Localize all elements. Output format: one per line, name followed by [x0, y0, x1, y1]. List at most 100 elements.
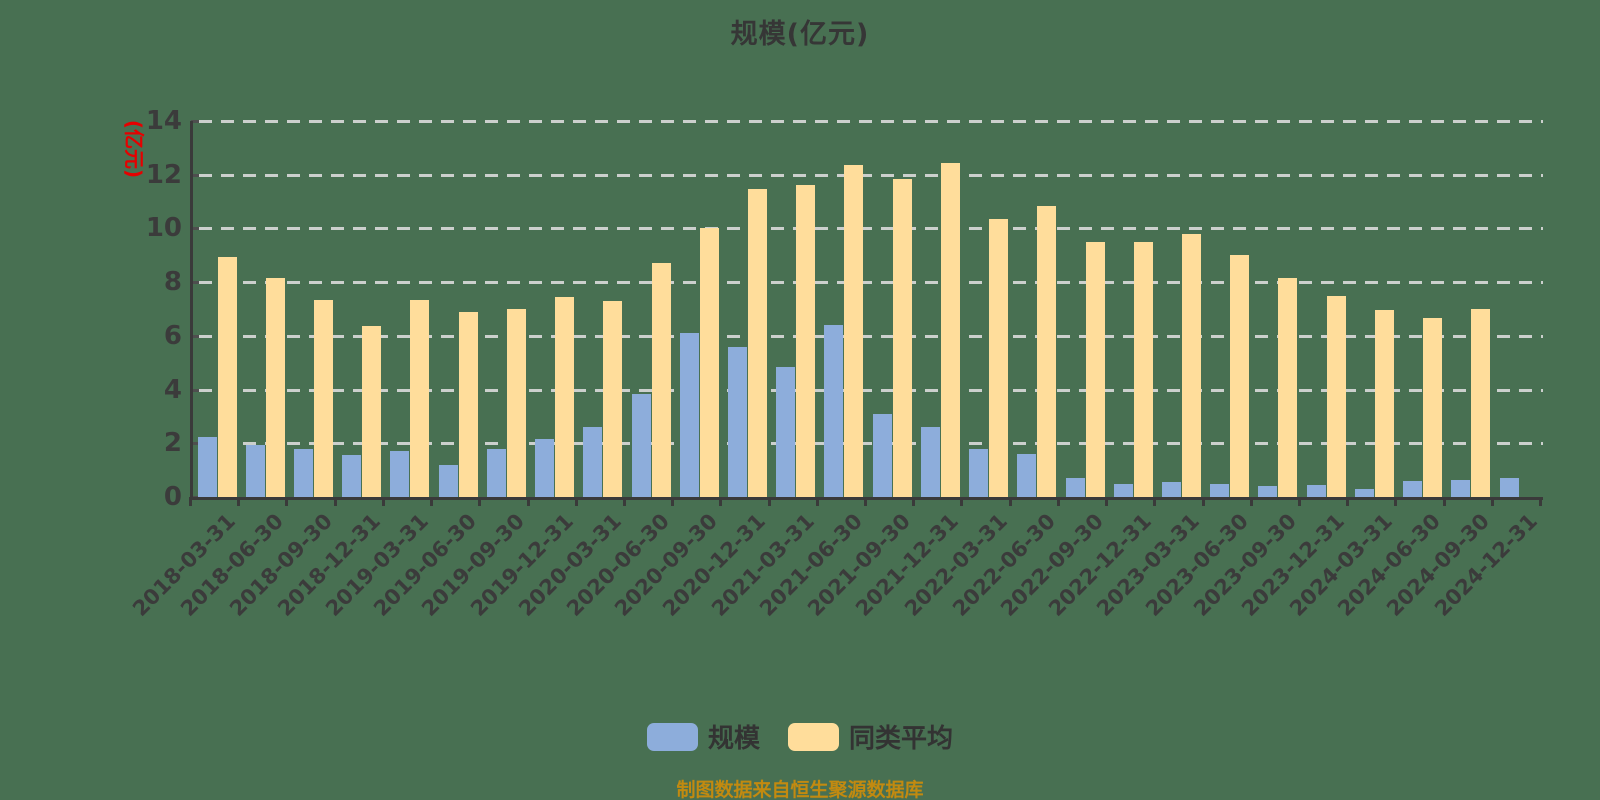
bar-规模-2022-06-30[interactable] [1017, 454, 1037, 497]
bar-同类平均-2021-06-30[interactable] [844, 165, 864, 497]
bar-group-2022-03-31 [965, 121, 1013, 497]
bar-同类平均-2021-12-31[interactable] [940, 163, 960, 497]
x-tick-mark-1 [237, 497, 240, 506]
bar-group-2022-09-30 [1061, 121, 1109, 497]
y-tick-mark-12 [191, 173, 199, 177]
bar-规模-2020-03-31[interactable] [583, 427, 603, 497]
x-tick-mark-19 [1105, 497, 1108, 506]
bar-同类平均-2020-03-31[interactable] [603, 301, 623, 497]
bar-规模-2019-06-30[interactable] [438, 465, 458, 497]
y-tick-label-12: 12 [145, 159, 182, 190]
bar-规模-2023-03-31[interactable] [1161, 482, 1181, 497]
bar-同类平均-2019-03-31[interactable] [410, 300, 430, 497]
bar-同类平均-2019-09-30[interactable] [506, 309, 526, 497]
x-tick-mark-0 [189, 497, 192, 506]
legend-item-scale[interactable]: 规模 [646, 718, 760, 755]
x-tick-mark-24 [1346, 497, 1349, 506]
bar-规模-2021-03-31[interactable] [776, 367, 796, 497]
bar-同类平均-2018-09-30[interactable] [314, 300, 334, 497]
bar-规模-2020-12-31[interactable] [728, 347, 748, 497]
bar-同类平均-2024-03-31[interactable] [1374, 310, 1394, 497]
bar-group-2018-12-31 [338, 121, 386, 497]
bar-同类平均-2019-06-30[interactable] [458, 312, 478, 497]
bar-规模-2023-12-31[interactable] [1306, 485, 1326, 497]
bar-规模-2018-09-30[interactable] [294, 449, 314, 497]
bar-同类平均-2020-12-31[interactable] [748, 189, 768, 497]
bar-group-2019-06-30 [434, 121, 482, 497]
bar-规模-2023-06-30[interactable] [1210, 484, 1230, 497]
x-tick-mark-14 [864, 497, 867, 506]
bar-同类平均-2024-06-30[interactable] [1423, 318, 1443, 497]
bar-group-2019-09-30 [482, 121, 530, 497]
bar-同类平均-2021-03-31[interactable] [796, 185, 816, 497]
gridline-12 [199, 173, 1543, 177]
bar-同类平均-2023-03-31[interactable] [1181, 234, 1201, 497]
gridline-14 [199, 120, 1543, 123]
gridline-2 [199, 442, 1543, 446]
bar-规模-2022-03-31[interactable] [969, 449, 989, 497]
x-tick-mark-6 [478, 497, 481, 506]
bar-group-2024-12-31 [1495, 121, 1543, 497]
bar-规模-2019-03-31[interactable] [390, 451, 410, 497]
gridline-8 [199, 281, 1543, 285]
bar-规模-2021-12-31[interactable] [920, 427, 940, 497]
bar-规模-2024-12-31[interactable] [1499, 478, 1519, 497]
bar-规模-2023-09-30[interactable] [1258, 486, 1278, 497]
bar-同类平均-2023-12-31[interactable] [1326, 296, 1346, 497]
bar-规模-2020-09-30[interactable] [679, 333, 699, 497]
bar-group-2020-06-30 [627, 121, 675, 497]
bar-group-2023-03-31 [1157, 121, 1205, 497]
bar-同类平均-2020-09-30[interactable] [699, 228, 719, 497]
bar-规模-2022-09-30[interactable] [1065, 478, 1085, 497]
bar-规模-2024-06-30[interactable] [1403, 481, 1423, 497]
x-tick-mark-26 [1443, 497, 1446, 506]
bar-规模-2018-03-31[interactable] [197, 437, 217, 497]
bar-同类平均-2018-03-31[interactable] [217, 257, 237, 497]
bar-同类平均-2018-12-31[interactable] [362, 326, 382, 497]
bar-规模-2018-12-31[interactable] [342, 455, 362, 497]
bar-规模-2019-09-30[interactable] [486, 449, 506, 497]
bar-同类平均-2022-06-30[interactable] [1037, 206, 1057, 497]
bar-同类平均-2023-06-30[interactable] [1230, 255, 1250, 497]
bar-规模-2019-12-31[interactable] [535, 439, 555, 497]
bar-规模-2024-03-31[interactable] [1354, 489, 1374, 497]
y-tick-mark-8 [191, 281, 199, 285]
x-tick-mark-11 [719, 497, 722, 506]
x-tick-mark-2 [285, 497, 288, 506]
x-tick-mark-7 [527, 497, 530, 506]
bar-同类平均-2018-06-30[interactable] [265, 278, 285, 497]
bar-group-2021-09-30 [868, 121, 916, 497]
bar-规模-2024-09-30[interactable] [1451, 480, 1471, 497]
legend-label-average: 同类平均 [849, 724, 954, 754]
bar-同类平均-2019-12-31[interactable] [555, 297, 575, 497]
bar-规模-2021-06-30[interactable] [824, 325, 844, 497]
y-tick-label-0: 0 [163, 482, 182, 512]
y-tick-label-10: 10 [145, 213, 182, 244]
plot-area [190, 120, 1543, 500]
bar-规模-2018-06-30[interactable] [245, 445, 265, 497]
bar-规模-2020-06-30[interactable] [631, 394, 651, 497]
bar-同类平均-2021-09-30[interactable] [892, 179, 912, 497]
bar-group-2020-12-31 [723, 121, 771, 497]
y-tick-label-6: 6 [163, 320, 182, 351]
bar-同类平均-2022-12-31[interactable] [1133, 242, 1153, 497]
bar-同类平均-2023-09-30[interactable] [1278, 278, 1298, 497]
y-tick-label-14: 14 [145, 106, 182, 136]
x-tick-mark-27 [1491, 497, 1494, 506]
legend-item-average[interactable]: 同类平均 [788, 718, 953, 755]
x-tick-mark-10 [671, 497, 674, 506]
bar-规模-2022-12-31[interactable] [1113, 484, 1133, 497]
bar-同类平均-2024-09-30[interactable] [1471, 309, 1491, 497]
bar-group-2022-06-30 [1013, 121, 1061, 497]
bar-同类平均-2020-06-30[interactable] [651, 263, 671, 497]
bar-同类平均-2022-09-30[interactable] [1085, 242, 1105, 497]
x-tick-mark-15 [912, 497, 915, 506]
x-tick-mark-16 [960, 497, 963, 506]
x-tick-mark-23 [1298, 497, 1301, 506]
x-tick-mark-18 [1057, 497, 1060, 506]
bar-同类平均-2022-03-31[interactable] [989, 219, 1009, 497]
x-tick-mark-9 [623, 497, 626, 506]
bar-group-2020-03-31 [579, 121, 627, 497]
bar-规模-2021-09-30[interactable] [872, 414, 892, 497]
